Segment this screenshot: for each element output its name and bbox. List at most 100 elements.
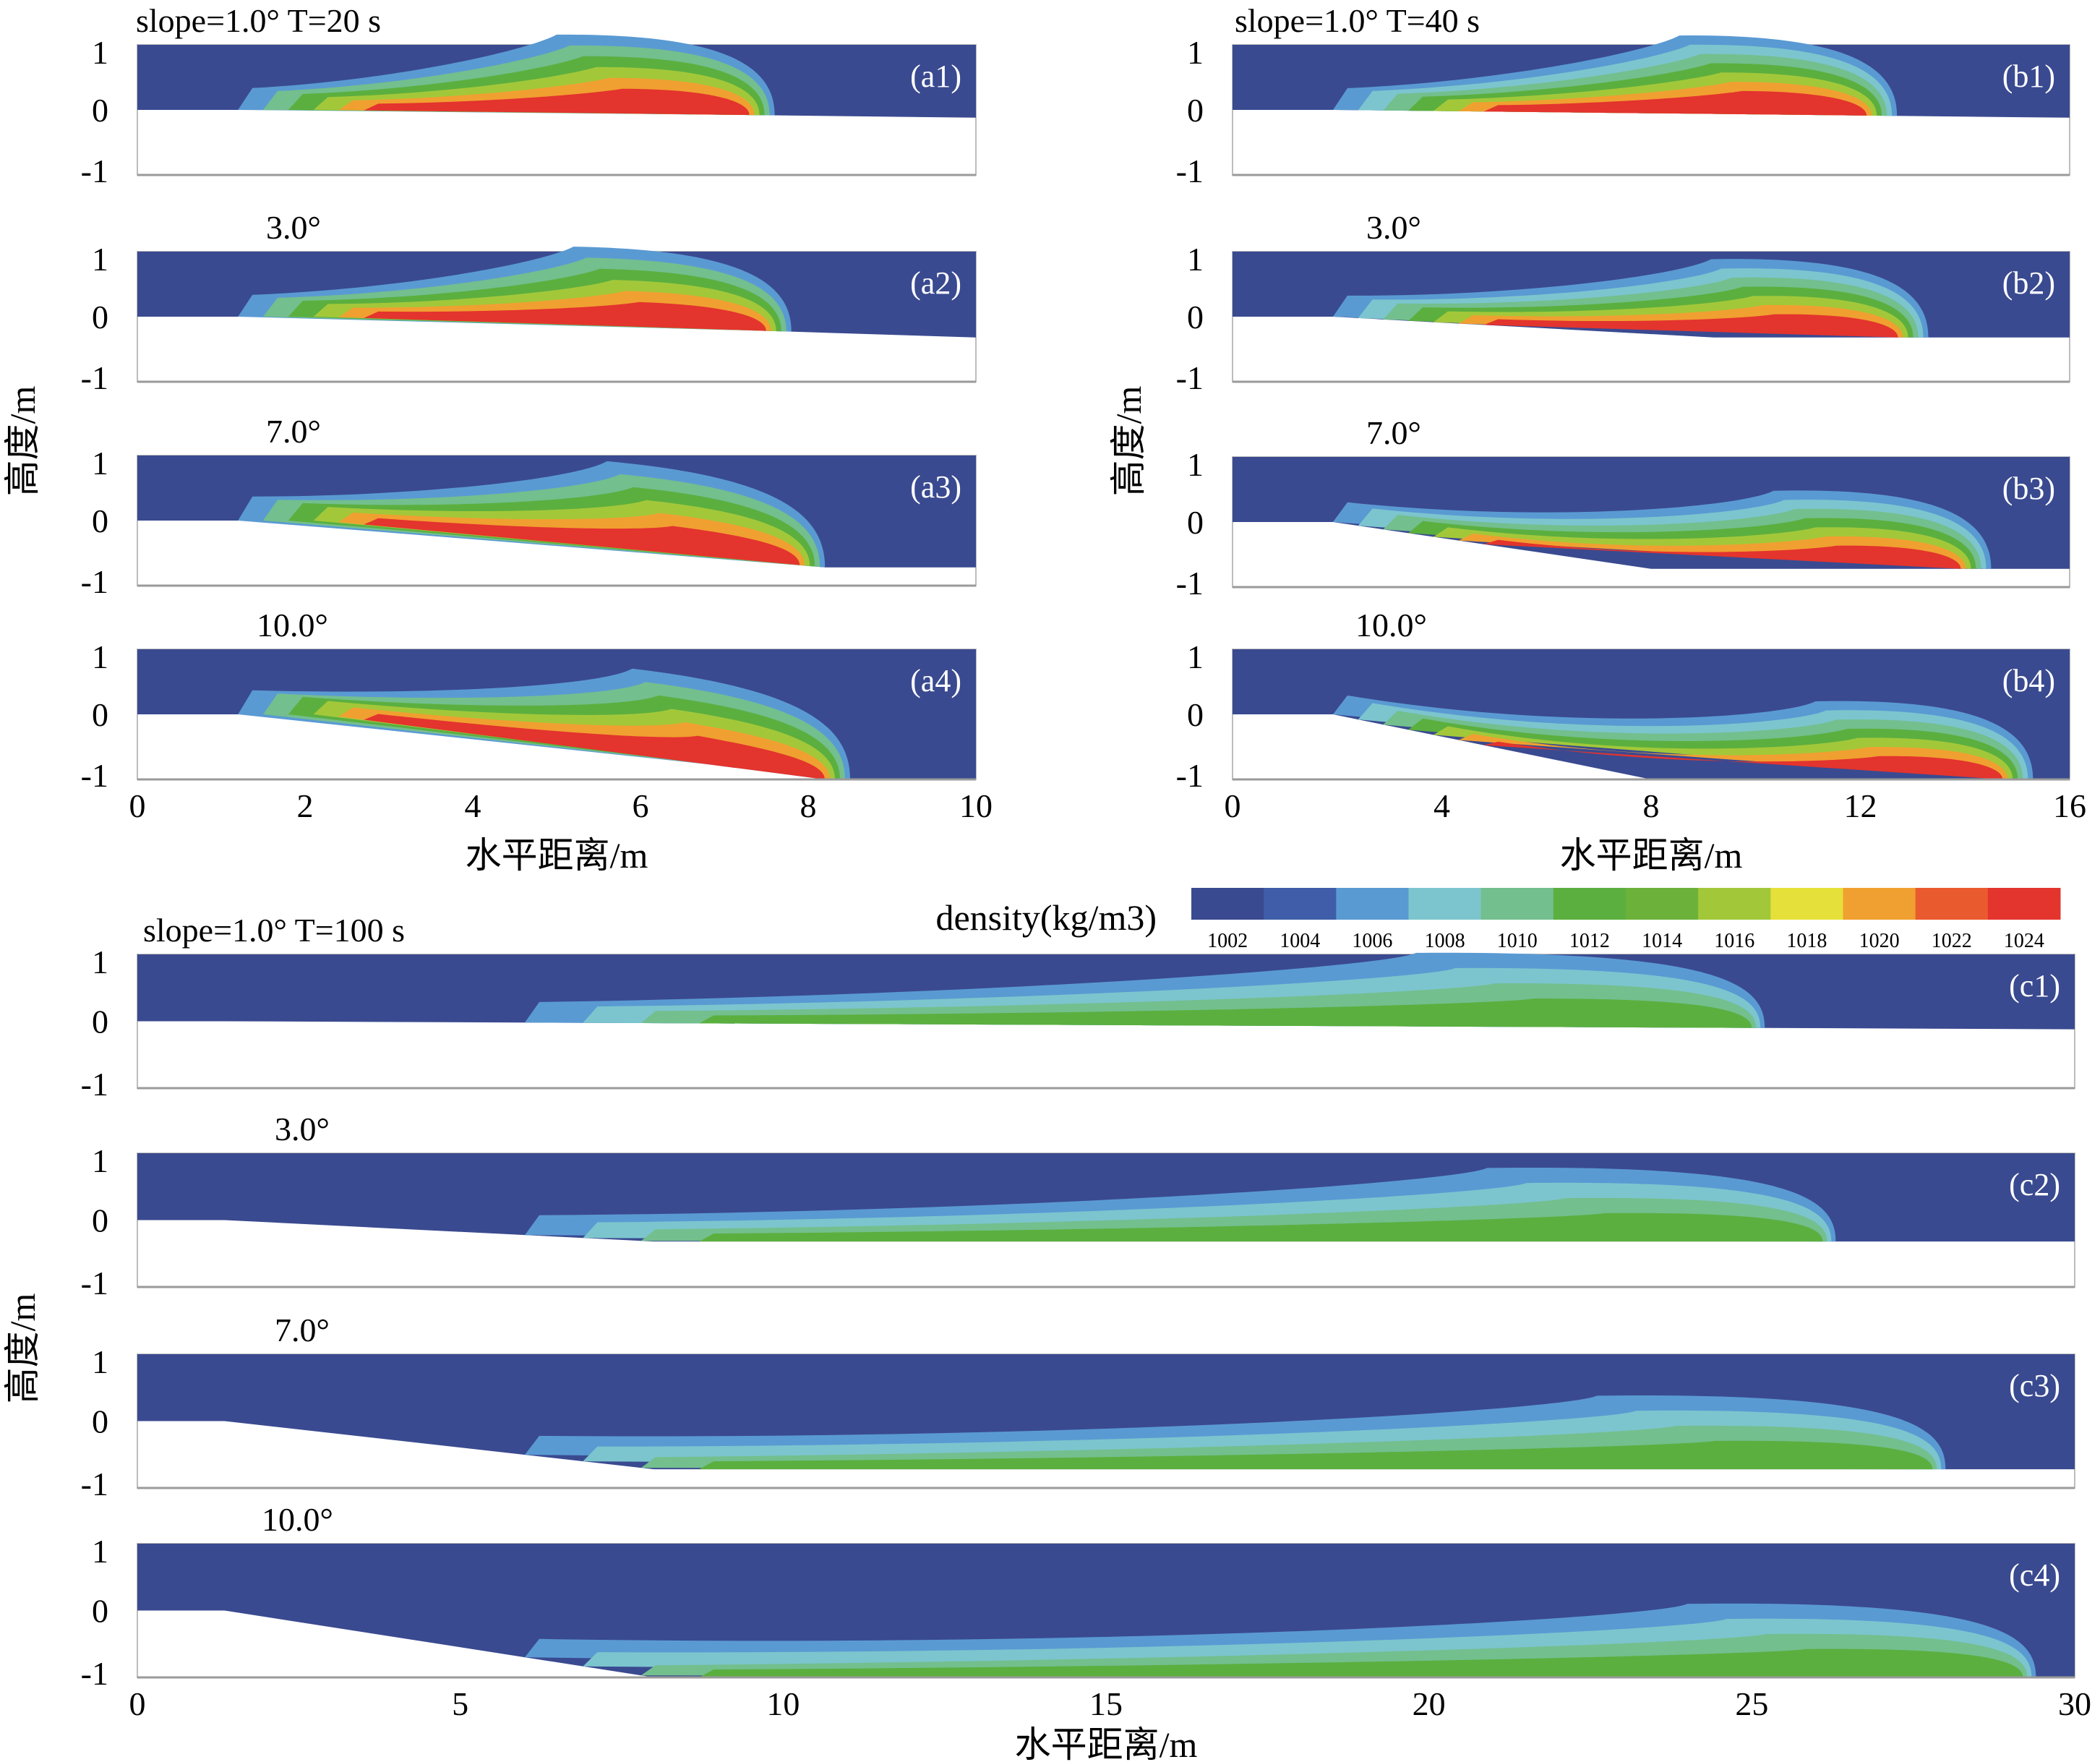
y-tick-label: -1: [81, 359, 108, 396]
x-tick-label: 10: [959, 787, 993, 824]
panel-c2: (c2) 3.0° 1 0 -1: [81, 1111, 2075, 1301]
colorbar-swatch: [1408, 888, 1482, 920]
y-tick-label: -1: [1176, 153, 1204, 189]
x-tick-label: 0: [129, 1685, 146, 1722]
x-axis-title: 水平距离/m: [1015, 1724, 1198, 1762]
density-contour-1012: [699, 1440, 1933, 1470]
y-tick-label: 1: [92, 1142, 108, 1179]
x-tick-label: 8: [1643, 787, 1660, 824]
colorbar-tick: 1020: [1859, 930, 1900, 952]
x-tick-label: 6: [633, 787, 649, 824]
x-tick-label: 8: [800, 787, 817, 824]
colorbar: 1002 1004 1006 1008 1010 1012 1014 1016 1018 1020…: [935, 888, 2061, 952]
panel-label: (c2): [2009, 1167, 2060, 1202]
y-tick-label: -1: [81, 563, 108, 600]
panel-b1: (b1) slope=1.0° T=40 s 1 0 -1: [1176, 2, 2070, 189]
density-contour-1024: [1483, 539, 1961, 569]
colorbar-swatch: [1553, 888, 1627, 920]
x-tick-label: 0: [129, 787, 146, 824]
slope-label: 3.0°: [1366, 209, 1421, 246]
panel-a2: (a2) 3.0° 1 0 -1: [81, 209, 977, 396]
colorbar-tick: 1004: [1280, 930, 1320, 952]
y-tick-label: 0: [92, 502, 108, 539]
y-tick-label: 0: [92, 1202, 108, 1239]
colorbar-tick: 1012: [1569, 930, 1610, 952]
x-tick-label: 0: [1225, 787, 1241, 824]
y-tick-label: 1: [1187, 446, 1204, 483]
x-tick-label: 12: [1844, 787, 1877, 824]
colorbar-tick: 1014: [1642, 930, 1682, 952]
panel-header: slope=1.0° T=40 s: [1235, 2, 1480, 39]
slope-label: 10.0°: [257, 607, 328, 643]
y-tick-label: 0: [92, 299, 108, 335]
slope-label: 7.0°: [266, 413, 321, 450]
colorbar-swatch: [1843, 888, 1916, 920]
panel-label: (a4): [910, 663, 961, 698]
density-contour-1024: [364, 301, 766, 331]
colorbar-tick: 1002: [1207, 930, 1248, 952]
colorbar-swatch: [1987, 888, 2061, 920]
x-axis-title: 水平距离/m: [466, 835, 648, 876]
panel-a1: (a1) slope=1.0° T=20 s 1 0 -1: [81, 2, 977, 189]
y-tick-label: -1: [81, 1655, 108, 1692]
panel-b4: (b4) 10.0° 1 0 -1: [1176, 607, 2070, 794]
y-tick-label: 0: [1187, 92, 1204, 129]
y-tick-label: 0: [92, 1593, 108, 1630]
density-contour-1024: [364, 518, 800, 565]
colorbar-swatch: [1626, 888, 1699, 920]
colorbar-swatch: [1770, 888, 1843, 920]
y-axis-title: 高度/m: [2, 386, 43, 497]
x-axis-title: 水平距离/m: [1560, 835, 1743, 876]
y-tick-label: 1: [92, 638, 108, 675]
panel-a4: (a4) 10.0° 1 0 -1: [81, 607, 977, 794]
panel-group-a: (a1)slope=1.0° T=20 s10-1(a2)3.0°10-1(a3…: [2, 2, 993, 876]
y-tick-label: 1: [92, 445, 108, 482]
y-tick-label: 0: [92, 1403, 108, 1440]
panel-b3: (b3) 7.0° 1 0 -1: [1176, 414, 2070, 602]
colorbar-swatch: [1336, 888, 1409, 920]
slope-label: 10.0°: [1355, 607, 1427, 643]
density-contour-1024: [364, 88, 750, 116]
x-tick-label: 5: [452, 1685, 468, 1722]
x-tick-label: 16: [2053, 787, 2086, 824]
y-axis-title: 高度/m: [1108, 386, 1149, 497]
y-axis-title: 高度/m: [2, 1293, 43, 1404]
colorbar-title: density(kg/m3): [935, 897, 1157, 938]
slope-label: 3.0°: [275, 1111, 330, 1147]
panel-group-b: (b1)slope=1.0° T=40 s10-1(b2)3.0°10-1(b3…: [1108, 2, 2086, 876]
x-tick-label: 2: [297, 787, 314, 824]
density-contour-1024: [1483, 90, 1867, 116]
y-tick-label: -1: [1176, 565, 1204, 602]
density-contour-1024: [1483, 314, 1898, 338]
y-tick-label: 0: [92, 92, 108, 129]
density-contour-1024: [1483, 741, 2003, 779]
y-tick-label: -1: [81, 1466, 108, 1502]
panel-c1: (c1) slope=1.0° T=100 s 1 0 -1: [81, 912, 2075, 1103]
slope-label: 7.0°: [1366, 414, 1421, 451]
panel-header: slope=1.0° T=100 s: [143, 912, 405, 949]
x-tick-label: 4: [465, 787, 481, 824]
y-tick-label: -1: [81, 1066, 108, 1103]
colorbar-swatch: [1698, 888, 1771, 920]
panel-label: (c3): [2009, 1368, 2060, 1403]
y-tick-label: -1: [81, 757, 108, 794]
slope-label: 3.0°: [266, 209, 321, 246]
y-tick-label: -1: [81, 1265, 108, 1301]
colorbar-swatch: [1480, 888, 1554, 920]
y-tick-label: 1: [92, 944, 108, 980]
y-tick-label: 1: [1187, 241, 1204, 278]
colorbar-swatch: [1915, 888, 1989, 920]
panel-label: (b2): [2002, 265, 2055, 301]
y-tick-label: -1: [81, 153, 108, 189]
y-tick-label: 1: [1187, 638, 1204, 675]
panel-c4: (c4) 10.0° 1 0 -1: [81, 1501, 2075, 1692]
y-tick-label: 1: [1187, 34, 1204, 71]
panel-label: (b4): [2002, 663, 2055, 698]
panel-label: (c1): [2009, 968, 2060, 1004]
density-contour-1012: [699, 998, 1752, 1028]
density-contour-1012: [699, 1648, 2023, 1677]
colorbar-tick: 1024: [2004, 930, 2044, 952]
y-tick-label: 0: [92, 696, 108, 733]
panel-a3: (a3) 7.0° 1 0 -1: [81, 413, 977, 600]
